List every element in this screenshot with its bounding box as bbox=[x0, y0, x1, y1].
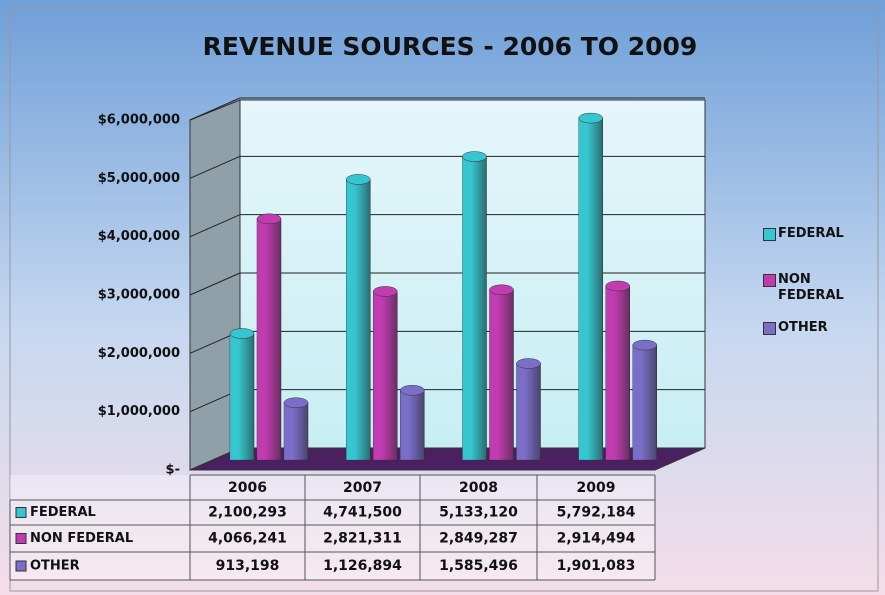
x-tick-label: 2009 bbox=[577, 480, 616, 496]
y-tick-label: $4,000,000 bbox=[98, 229, 180, 244]
bar-shade bbox=[346, 179, 371, 460]
bar-cap bbox=[373, 286, 398, 297]
chart-title: REVENUE SOURCES - 2006 TO 2009 bbox=[203, 32, 698, 61]
floor bbox=[189, 447, 706, 471]
bar-cap bbox=[462, 151, 487, 162]
legend-swatch bbox=[15, 533, 27, 544]
bar-shade bbox=[373, 291, 398, 460]
bar-shade bbox=[578, 118, 603, 461]
data-label: 2,100,293 bbox=[208, 505, 287, 521]
bar-cap bbox=[256, 213, 282, 225]
y-tick-label: $3,000,000 bbox=[98, 288, 180, 303]
grid-line bbox=[189, 97, 241, 121]
y-tick-label: $1,000,000 bbox=[98, 404, 180, 419]
x-tick-label: 2006 bbox=[228, 480, 267, 496]
bar-shade bbox=[605, 285, 630, 460]
bar-shade bbox=[400, 390, 425, 460]
row-label: FEDERAL bbox=[30, 505, 96, 520]
x-tick-label: 2007 bbox=[343, 480, 382, 496]
data-label: 1,126,894 bbox=[323, 558, 402, 574]
bar-cap bbox=[229, 328, 255, 339]
y-tick-label: $6,000,000 bbox=[98, 113, 180, 128]
data-label: 5,792,184 bbox=[557, 505, 636, 521]
grid-line bbox=[189, 272, 241, 296]
y-tick-label: $2,000,000 bbox=[98, 346, 180, 361]
legend-label: OTHER bbox=[778, 320, 828, 335]
bar-shade bbox=[284, 402, 308, 460]
bar-cap bbox=[400, 385, 425, 396]
bar-cap bbox=[516, 358, 541, 369]
data-label: 2,821,311 bbox=[323, 531, 402, 547]
data-label: 913,198 bbox=[216, 558, 280, 574]
bar-cap bbox=[489, 284, 514, 296]
bar-shade bbox=[462, 156, 487, 460]
bar-shade bbox=[489, 289, 514, 460]
data-label: 2,849,287 bbox=[439, 531, 518, 547]
table-bg bbox=[10, 475, 655, 580]
legend-label: NON FEDERAL bbox=[778, 272, 844, 303]
bar-shade bbox=[632, 345, 657, 460]
legend-swatch bbox=[763, 228, 776, 241]
y-tick-label: $- bbox=[166, 463, 180, 478]
data-label: 4,741,500 bbox=[323, 505, 402, 521]
bar-cap bbox=[605, 280, 630, 292]
grid-line bbox=[189, 214, 241, 238]
data-label: 1,585,496 bbox=[439, 558, 518, 574]
data-label: 1,901,083 bbox=[557, 558, 636, 574]
bar-cap bbox=[283, 397, 309, 408]
legend-swatch bbox=[15, 560, 27, 572]
bar-shade bbox=[230, 333, 254, 460]
bar-cap bbox=[346, 174, 371, 185]
bar-cap bbox=[632, 339, 657, 351]
legend-swatch bbox=[763, 322, 776, 335]
bar-cap bbox=[578, 112, 603, 124]
bar-shade bbox=[257, 218, 281, 460]
data-label: 4,066,241 bbox=[208, 531, 287, 547]
data-label: 5,133,120 bbox=[439, 505, 518, 521]
frame bbox=[9, 7, 879, 592]
data-label: 2,914,494 bbox=[557, 531, 636, 547]
row-label: OTHER bbox=[30, 559, 80, 574]
legend-label: FEDERAL bbox=[778, 226, 844, 241]
grid-line bbox=[189, 155, 241, 179]
legend-swatch bbox=[15, 507, 27, 518]
row-label: NON FEDERAL bbox=[30, 531, 133, 546]
x-tick-label: 2008 bbox=[459, 480, 498, 496]
bar-shade bbox=[516, 363, 541, 460]
y-tick-label: $5,000,000 bbox=[98, 171, 180, 186]
legend-swatch bbox=[763, 274, 776, 287]
